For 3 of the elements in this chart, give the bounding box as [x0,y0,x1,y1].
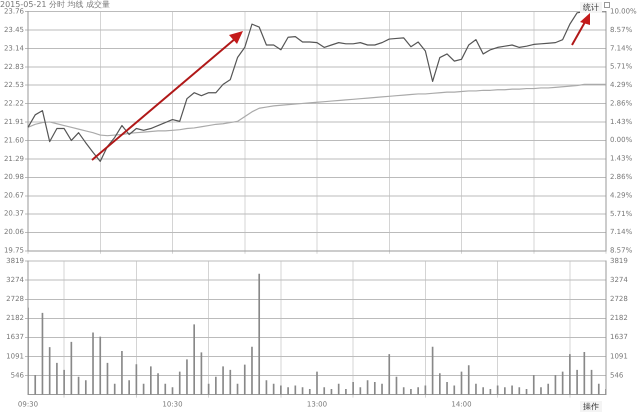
text: 操作 [580,401,602,412]
annotation: 统计 [580,2,602,13]
chart-title: 2015-05-21 分时 均线 成交量 [0,0,110,9]
